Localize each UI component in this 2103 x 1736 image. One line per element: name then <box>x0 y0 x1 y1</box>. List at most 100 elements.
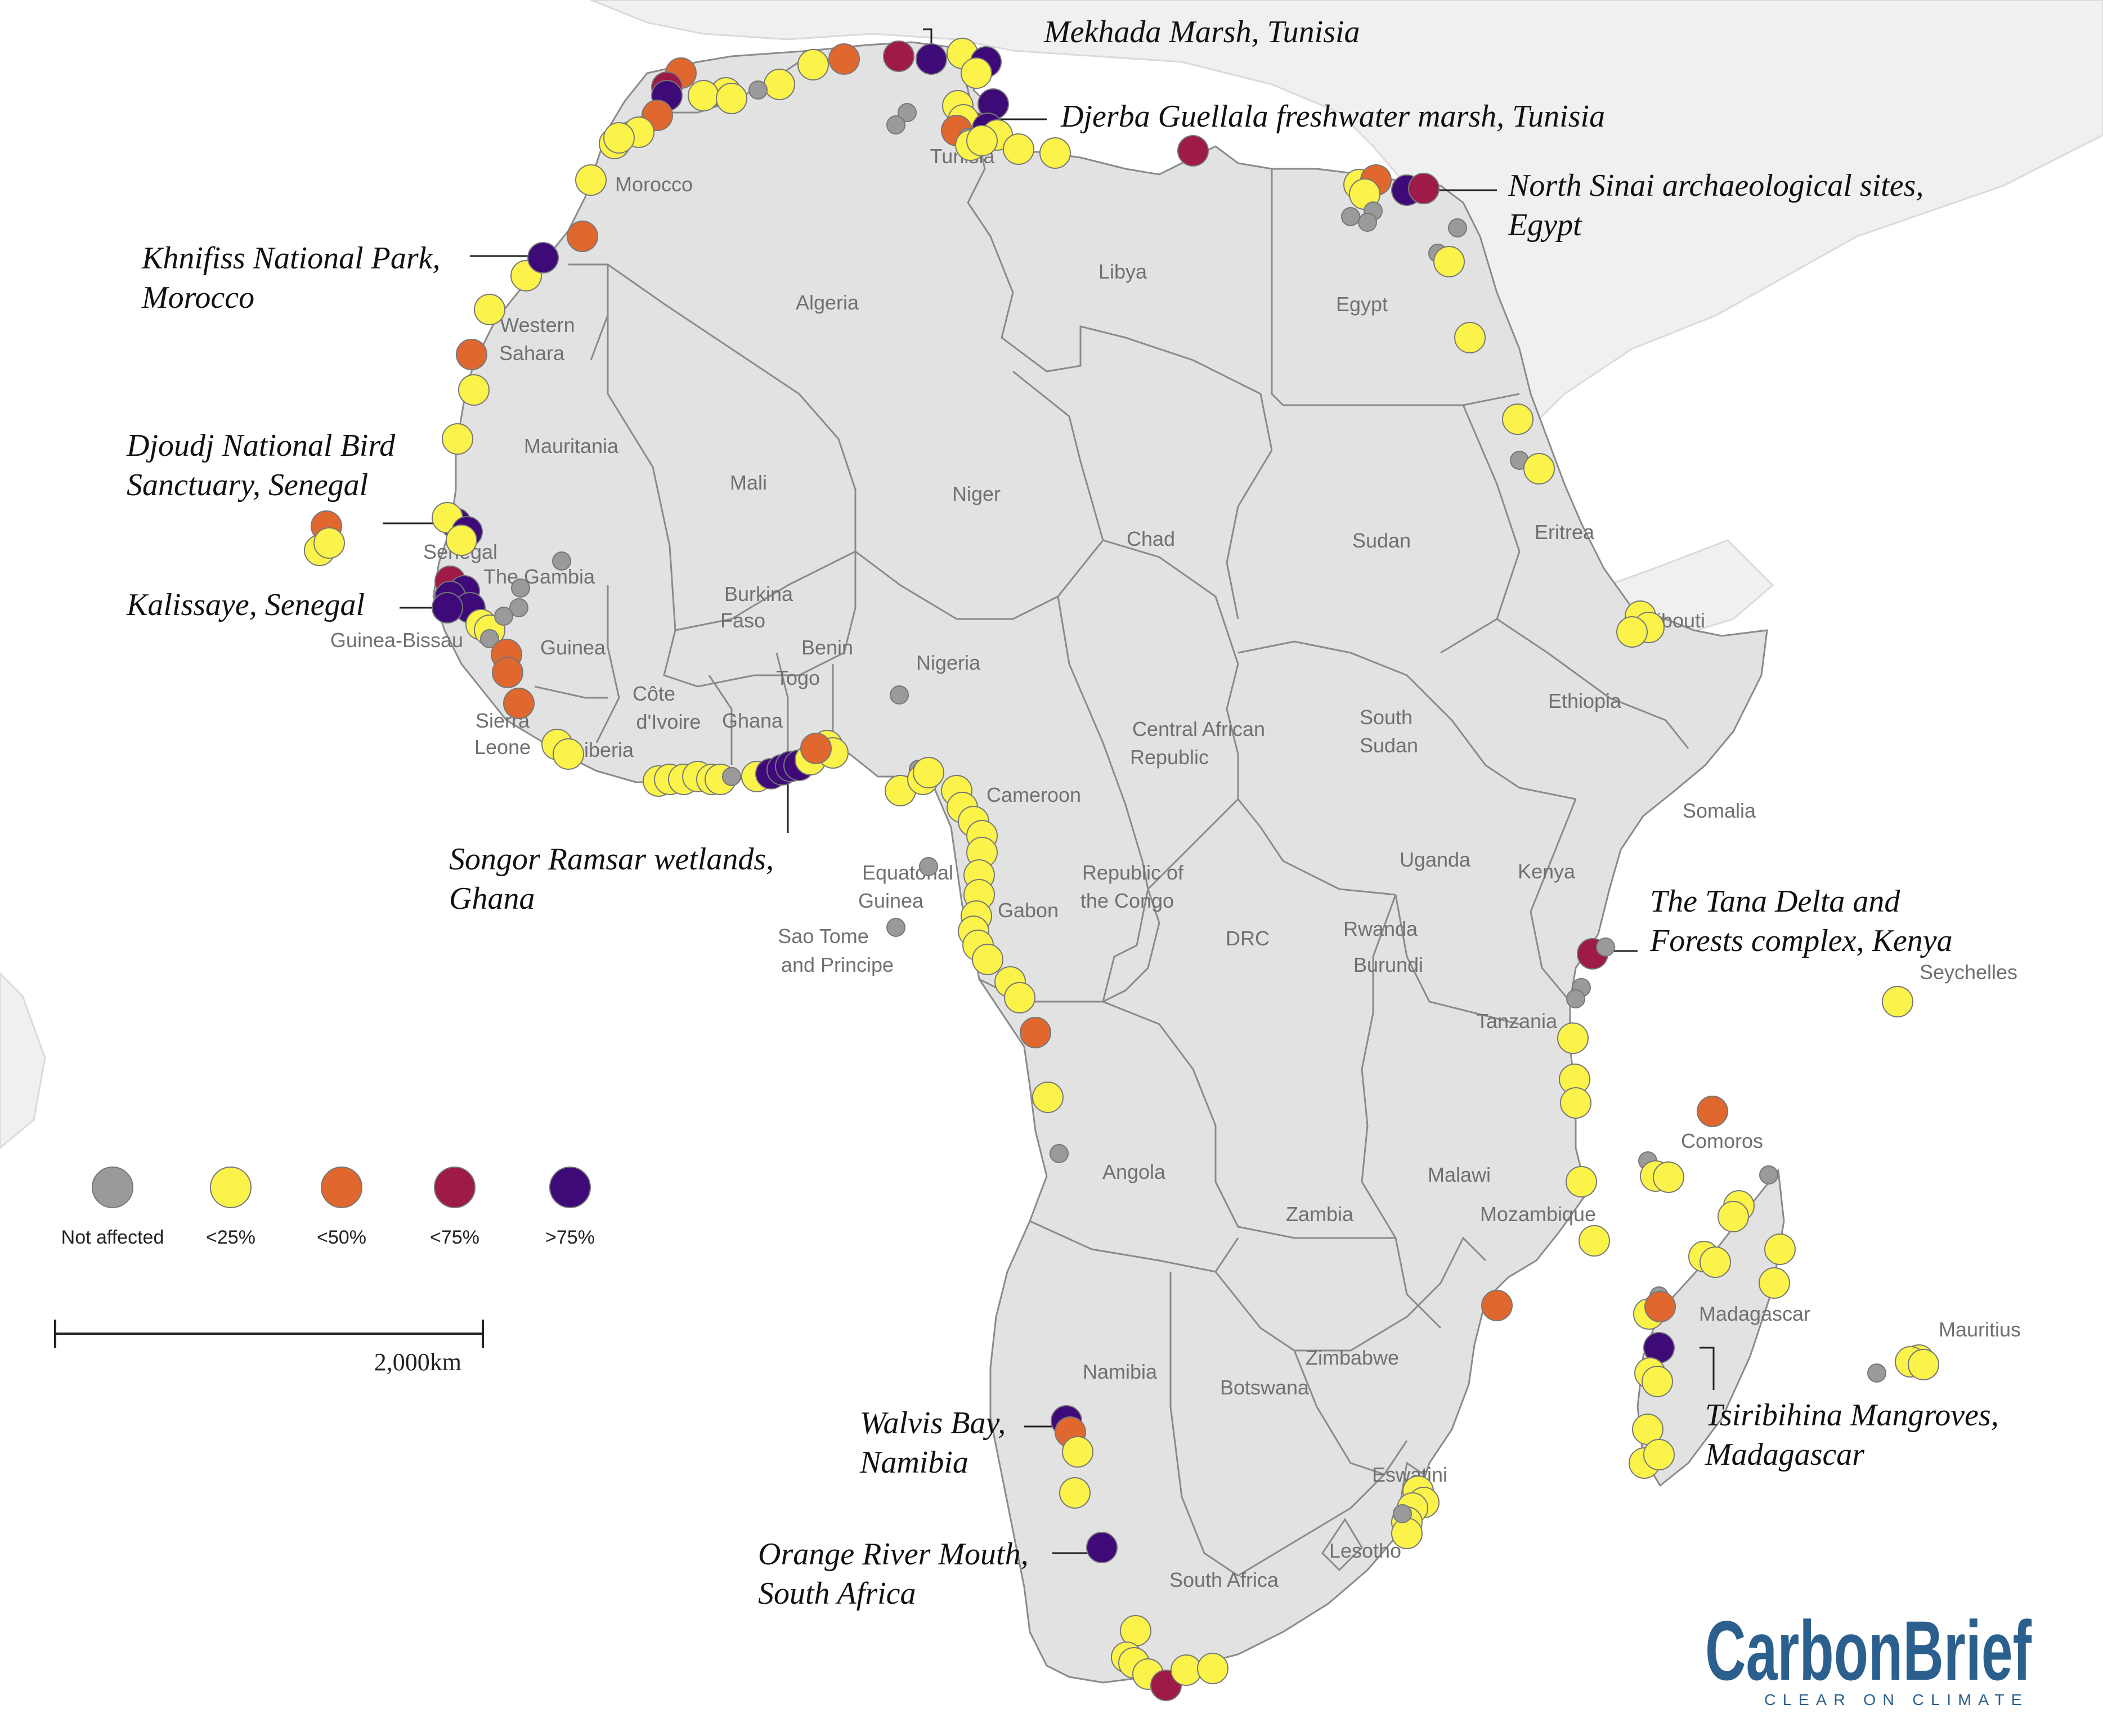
country-label-congo-1: Republic of <box>1082 861 1184 884</box>
site-label-djoudj: Djoudj National Bird <box>126 428 396 463</box>
site-dot-not_affected <box>1393 1504 1412 1523</box>
site-dot-lt25 <box>961 57 992 89</box>
country-label-madagascar: Madagascar <box>1699 1302 1810 1325</box>
country-label-egypt: Egypt <box>1336 293 1388 316</box>
country-label-south-sudan-1: South <box>1360 706 1413 729</box>
country-label-western-sahara-1: Western <box>500 313 575 337</box>
site-label-tsiribihina: Madagascar <box>1705 1437 1864 1472</box>
site-dot-gt75 <box>1086 1532 1118 1563</box>
legend-label-lt25: <25% <box>206 1227 255 1248</box>
site-dot-not_affected <box>1759 1165 1778 1185</box>
site-dot-lt25 <box>1003 133 1034 165</box>
legend-label-not-affected: Not affected <box>61 1227 164 1248</box>
country-label-botswana: Botswana <box>1220 1376 1310 1399</box>
site-dot-lt25 <box>797 49 829 80</box>
site-dot-not_affected <box>494 607 513 626</box>
country-label-mauritius: Mauritius <box>1939 1318 2021 1341</box>
site-dot-lt25 <box>575 164 607 196</box>
site-dot-lt50 <box>503 688 535 719</box>
country-label-uganda: Uganda <box>1400 848 1471 871</box>
site-label-songor: Ghana <box>449 881 535 916</box>
site-dot-lt25 <box>1062 1436 1093 1468</box>
country-labels: MoroccoTunisiaAlgeriaLibyaEgyptWesternSa… <box>330 145 2021 1591</box>
country-label-mozambique: Mozambique <box>1480 1203 1596 1226</box>
site-dot-lt25 <box>458 374 490 406</box>
site-dot-lt25 <box>1004 982 1035 1013</box>
legend-swatch-lt50 <box>321 1167 362 1208</box>
site-dot-not_affected <box>890 685 909 705</box>
country-label-lesotho: Lesotho <box>1329 1539 1401 1562</box>
legend-label-gt75: >75% <box>545 1227 595 1248</box>
site-dot-gt75 <box>527 242 559 273</box>
site-dot-lt25 <box>1120 1615 1151 1647</box>
country-label-mauritania: Mauritania <box>524 434 619 457</box>
site-label-kalissaye: Kalissaye, Senegal <box>126 587 365 622</box>
country-label-seychelles: Seychelles <box>1920 961 2017 984</box>
site-dot-lt25 <box>1642 1366 1673 1397</box>
site-label-orange: Orange River Mouth, <box>758 1537 1029 1572</box>
country-label-kenya: Kenya <box>1518 860 1576 883</box>
country-label-tanzania: Tanzania <box>1476 1010 1558 1033</box>
site-label-khnifiss: Morocco <box>141 280 254 315</box>
country-label-burkina-2: Faso <box>720 609 765 632</box>
country-borders <box>534 47 1689 1577</box>
country-label-stp-2: and Principe <box>781 953 894 976</box>
country-label-gabon: Gabon <box>998 899 1059 922</box>
site-dot-lt25 <box>1616 616 1648 648</box>
country-label-cote-1: Côte <box>633 682 675 705</box>
site-dot-lt50 <box>492 657 523 688</box>
site-label-mekhada: Mekhada Marsh, Tunisia <box>1043 15 1360 50</box>
site-dot-lt25 <box>603 122 635 154</box>
site-dot-not_affected <box>748 80 768 100</box>
country-label-car-1: Central African <box>1132 717 1265 741</box>
country-label-drc: DRC <box>1226 927 1270 950</box>
country-label-togo: Togo <box>776 666 820 689</box>
site-dot-not_affected <box>1448 218 1467 237</box>
site-dot-lt25 <box>1759 1267 1790 1299</box>
site-dot-lt50 <box>1481 1290 1513 1321</box>
site-dot-lt25 <box>474 294 505 325</box>
site-label-tsiribihina: Tsiribihina Mangroves, <box>1705 1398 1999 1433</box>
site-dot-lt25 <box>966 125 998 156</box>
site-dot-lt75 <box>883 41 914 72</box>
site-dot-not_affected <box>722 767 741 786</box>
site-dot-lt50 <box>800 733 832 764</box>
country-label-zimbabwe: Zimbabwe <box>1306 1346 1399 1369</box>
country-label-ghana: Ghana <box>722 709 783 732</box>
site-dot-lt50 <box>1020 1017 1051 1048</box>
logo-wordmark: CarbonBrief <box>1705 1603 2032 1698</box>
legend-label-lt75: <75% <box>430 1227 479 1248</box>
country-label-namibia: Namibia <box>1083 1360 1158 1383</box>
country-label-cameroon: Cameroon <box>987 783 1081 806</box>
country-label-gambia: The Gambia <box>483 565 595 588</box>
country-label-congo-2: the Congo <box>1080 889 1174 912</box>
scale-bar-label: 2,000km <box>374 1348 461 1376</box>
site-dot-not_affected <box>1050 1144 1069 1163</box>
site-dot-lt25 <box>313 527 345 559</box>
site-dot-lt25 <box>913 757 944 788</box>
country-label-nigeria: Nigeria <box>916 651 981 674</box>
country-label-comoros: Comoros <box>1681 1129 1763 1152</box>
country-label-somalia: Somalia <box>1683 799 1756 822</box>
site-label-tana: Forests complex, Kenya <box>1649 923 1953 958</box>
site-dot-lt50 <box>456 339 487 370</box>
site-dot-lt25 <box>553 738 584 770</box>
site-dot-lt25 <box>442 423 473 455</box>
country-label-ethiopia: Ethiopia <box>1548 689 1622 712</box>
site-dot-not_affected <box>1867 1363 1886 1383</box>
site-dot-lt25 <box>1454 322 1486 353</box>
site-dot-lt25 <box>688 80 719 111</box>
country-label-algeria: Algeria <box>796 291 859 314</box>
site-dot-lt50 <box>567 221 598 252</box>
site-dot-lt25 <box>1171 1654 1202 1686</box>
scale-bar: 2,000km <box>54 1320 484 1376</box>
country-label-mali: Mali <box>730 471 767 494</box>
site-dot-lt25 <box>1566 1166 1597 1197</box>
country-label-guinea-bissau: Guinea-Bissau <box>330 629 463 652</box>
site-dot-lt25 <box>1197 1653 1228 1684</box>
country-label-benin: Benin <box>801 636 853 659</box>
site-label-djoudj: Sanctuary, Senegal <box>127 468 368 503</box>
country-label-burkina-1: Burkina <box>724 582 793 605</box>
country-label-morocco: Morocco <box>615 173 693 196</box>
